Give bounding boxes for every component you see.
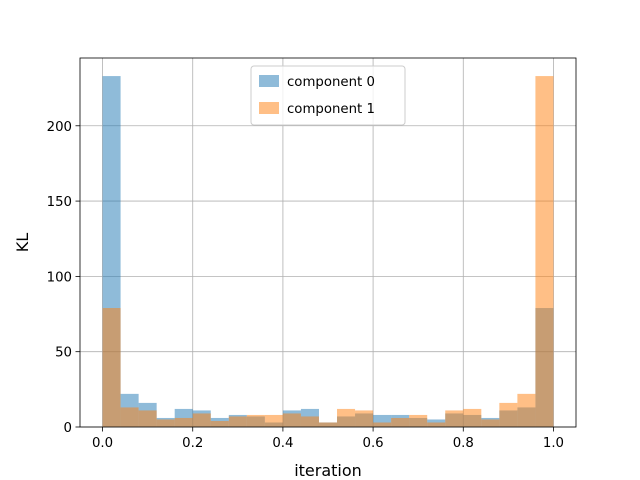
bar-series-1-bin-8 (246, 414, 265, 427)
x-axis-label: iteration (294, 461, 362, 480)
bar-series-1-bin-23 (517, 393, 536, 427)
bar-series-1-bin-15 (373, 422, 392, 427)
bar-series-1-bin-22 (499, 402, 518, 427)
legend-box (250, 65, 406, 126)
bar-series-1-bin-16 (391, 417, 410, 427)
bar-series-1-bin-12 (318, 422, 338, 427)
x-tick-label-4: 0.8 (453, 436, 474, 451)
bar-series-1-bin-13 (337, 408, 356, 427)
y-axis-ticks: 0 50 100 150 200 (47, 120, 80, 436)
bar-series-1-bin-6 (210, 420, 229, 427)
legend-swatch-0 (259, 75, 279, 87)
bar-series-1-bin-3 (156, 419, 175, 427)
bar-series-1-bin-18 (427, 422, 446, 427)
x-tick-label-0: 0.0 (92, 436, 113, 451)
legend-label-0: component 0 (287, 75, 375, 90)
bar-series-1-bin-19 (445, 410, 464, 427)
x-tick-label-2: 0.4 (272, 436, 293, 451)
y-tick-label-0: 0 (64, 421, 72, 436)
bar-series-1-bin-24 (535, 76, 554, 427)
x-axis-ticks: 0.0 0.2 0.4 0.6 0.8 1.0 (92, 427, 564, 451)
bar-series-1-bin-14 (355, 410, 374, 427)
y-tick-label-3: 150 (47, 195, 72, 210)
bar-series-1-bin-20 (463, 408, 482, 427)
legend-label-1: component 1 (287, 102, 375, 117)
bar-series-1-bin-2 (138, 410, 157, 427)
histogram-bars (102, 76, 554, 427)
bar-series-1-bin-0 (102, 308, 121, 427)
bar-series-1-bin-11 (300, 416, 319, 427)
legend: component 0 component 1 (250, 65, 406, 126)
y-tick-label-2: 100 (47, 270, 72, 285)
bar-series-1-bin-10 (282, 413, 301, 427)
bar-series-1-bin-9 (264, 414, 283, 427)
bar-series-1-bin-17 (409, 414, 428, 427)
x-tick-label-5: 1.0 (543, 436, 564, 451)
bar-series-1-bin-7 (228, 416, 247, 427)
bar-series-1-bin-4 (174, 417, 193, 427)
y-tick-label-1: 50 (55, 346, 72, 361)
bar-series-1-bin-5 (192, 413, 211, 427)
bar-series-1-bin-1 (120, 407, 139, 427)
plot-frame (79, 57, 577, 428)
x-tick-label-3: 0.6 (363, 436, 384, 451)
x-tick-label-1: 0.2 (182, 436, 203, 451)
legend-swatch-1 (259, 102, 279, 114)
bar-series-1-bin-21 (481, 419, 500, 427)
y-tick-label-4: 200 (47, 120, 72, 135)
y-axis-label: KL (13, 233, 32, 252)
series-1-bars (102, 76, 554, 427)
